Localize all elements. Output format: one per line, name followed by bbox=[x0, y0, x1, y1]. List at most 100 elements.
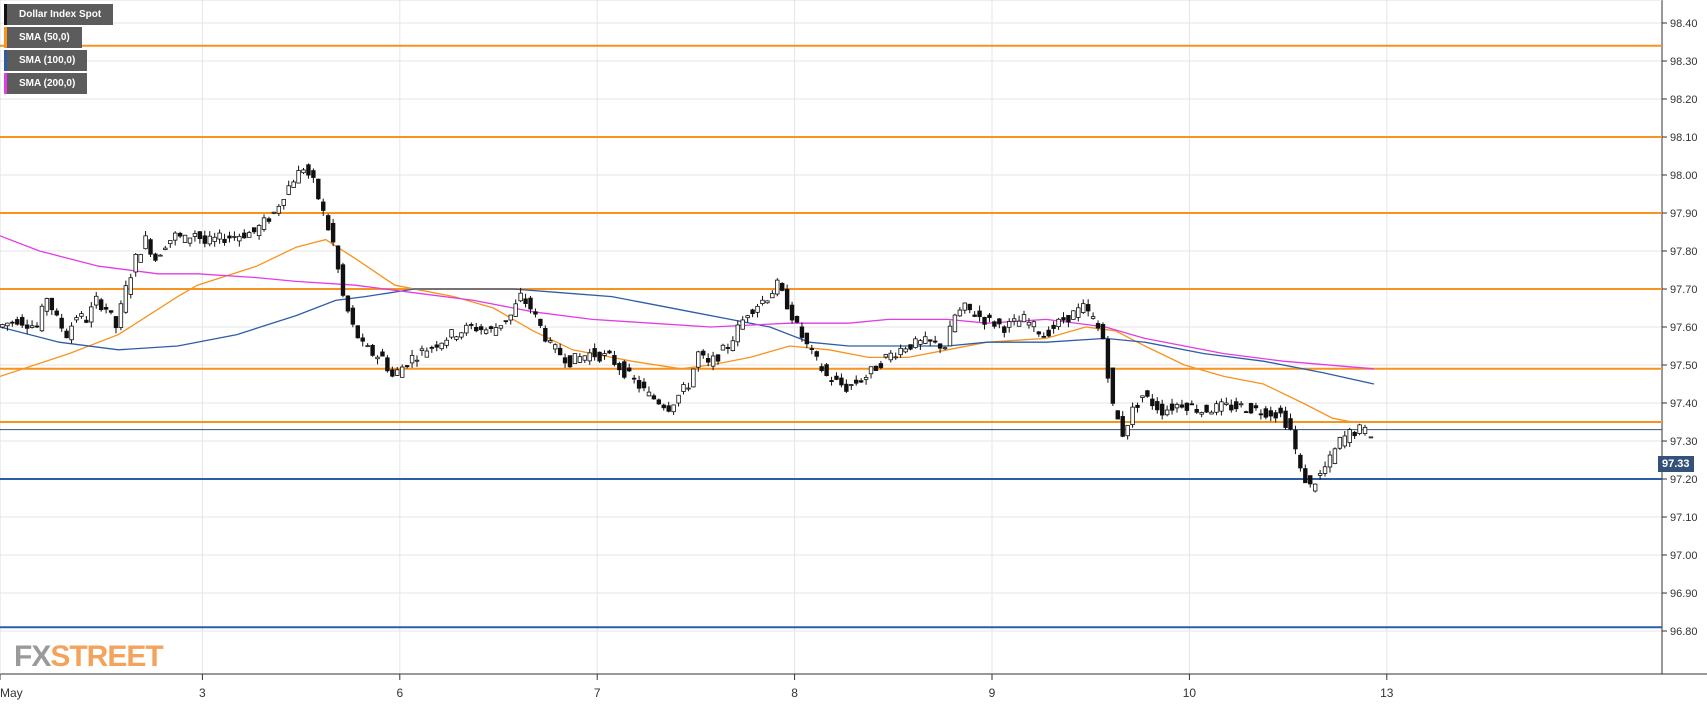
candle-body bbox=[854, 379, 859, 384]
candle-body bbox=[705, 358, 711, 363]
x-tick-label: 6 bbox=[396, 686, 403, 700]
candle-body bbox=[957, 309, 963, 317]
candle-body bbox=[523, 298, 528, 304]
y-tick-label: 98.10 bbox=[1670, 132, 1698, 144]
candle-body bbox=[1125, 424, 1130, 437]
candle-body bbox=[395, 369, 400, 376]
candle-body bbox=[237, 235, 242, 242]
candle-body bbox=[1268, 410, 1273, 417]
candle-body bbox=[824, 364, 829, 377]
candle-body bbox=[552, 344, 558, 350]
candle-body bbox=[770, 293, 775, 299]
candle-body bbox=[59, 317, 64, 329]
candle-body bbox=[686, 387, 691, 390]
candle-body bbox=[868, 366, 874, 375]
candle-body bbox=[567, 355, 573, 368]
candle-body bbox=[1145, 390, 1150, 397]
candle-body bbox=[617, 363, 622, 371]
candle-body bbox=[819, 366, 824, 371]
candle-body bbox=[1105, 338, 1111, 379]
candle-body bbox=[651, 395, 657, 400]
candle-body bbox=[414, 359, 420, 362]
candle-body bbox=[898, 347, 903, 356]
candle-body bbox=[1095, 323, 1101, 329]
candle-body bbox=[1312, 483, 1318, 492]
candle-body bbox=[15, 319, 20, 325]
candle-body bbox=[883, 354, 889, 358]
candle-body bbox=[1061, 317, 1066, 321]
candle-body bbox=[98, 299, 104, 311]
candle-body bbox=[503, 320, 509, 323]
candle-body bbox=[710, 355, 716, 367]
candle-body bbox=[469, 324, 474, 326]
candle-body bbox=[1243, 411, 1249, 414]
candle-body bbox=[1164, 409, 1170, 416]
candle-body bbox=[1224, 402, 1229, 405]
candle-body bbox=[286, 185, 291, 195]
candle-body bbox=[1184, 402, 1190, 411]
candle-body bbox=[128, 277, 133, 295]
candle-body bbox=[607, 350, 612, 354]
candle-body bbox=[281, 198, 286, 206]
legend-sma-50[interactable]: SMA (50,0) bbox=[4, 27, 82, 48]
current-price-tag: 97.33 bbox=[1658, 456, 1694, 472]
x-tick-label: 3 bbox=[199, 686, 206, 700]
candle-body bbox=[439, 342, 444, 350]
x-tick-label: 10 bbox=[1183, 686, 1197, 700]
candle-body bbox=[0, 324, 5, 328]
candle-body bbox=[646, 391, 652, 397]
candle-body bbox=[375, 356, 380, 360]
candle-body bbox=[197, 231, 203, 239]
candle-body bbox=[113, 316, 119, 329]
legend-sma-100[interactable]: SMA (100,0) bbox=[4, 50, 88, 71]
candle-body bbox=[636, 380, 642, 389]
candle-body bbox=[1248, 403, 1254, 414]
candle-body bbox=[918, 340, 923, 345]
candle-body bbox=[903, 348, 908, 353]
candle-body bbox=[493, 327, 499, 336]
candle-body bbox=[844, 383, 849, 392]
candle-body bbox=[54, 310, 59, 316]
candle-body bbox=[794, 316, 800, 323]
candle-body bbox=[1100, 324, 1106, 340]
candle-body bbox=[799, 326, 805, 338]
candle-body bbox=[207, 235, 212, 245]
legend-sma-200[interactable]: SMA (200,0) bbox=[4, 73, 88, 94]
sma-line bbox=[0, 235, 1374, 370]
candle-body bbox=[1155, 401, 1160, 411]
candle-body bbox=[464, 324, 469, 334]
candle-body bbox=[1076, 307, 1081, 318]
candle-body bbox=[296, 170, 301, 184]
sma-line bbox=[0, 238, 1374, 423]
candle-body bbox=[365, 345, 370, 348]
candle-body bbox=[631, 377, 637, 380]
candle-body bbox=[1189, 403, 1195, 406]
candle-body bbox=[1298, 454, 1303, 469]
legend-dollar-index-spot[interactable]: Dollar Index Spot bbox=[4, 4, 114, 25]
candle-body bbox=[784, 288, 790, 310]
candle-body bbox=[301, 169, 306, 174]
candle-body bbox=[29, 325, 35, 328]
candle-body bbox=[222, 238, 227, 243]
candle-body bbox=[1253, 405, 1259, 409]
candle-body bbox=[1204, 404, 1209, 413]
candle-body bbox=[597, 351, 602, 362]
candle-body bbox=[192, 232, 198, 237]
candle-body bbox=[1115, 410, 1120, 420]
candle-body bbox=[518, 292, 523, 302]
candle-body bbox=[814, 351, 819, 357]
candle-body bbox=[103, 307, 109, 310]
candle-body bbox=[138, 253, 143, 263]
candle-body bbox=[409, 355, 415, 364]
candle-body bbox=[627, 367, 632, 372]
candle-body bbox=[123, 285, 129, 313]
candle-body bbox=[809, 348, 815, 350]
candle-body bbox=[271, 211, 277, 214]
candle-body bbox=[1352, 431, 1357, 437]
candle-body bbox=[671, 404, 676, 413]
candle-body bbox=[557, 347, 563, 356]
candle-body bbox=[5, 322, 10, 327]
x-tick-label: 8 bbox=[791, 686, 798, 700]
candle-body bbox=[1209, 411, 1214, 415]
candle-body bbox=[1041, 335, 1046, 338]
